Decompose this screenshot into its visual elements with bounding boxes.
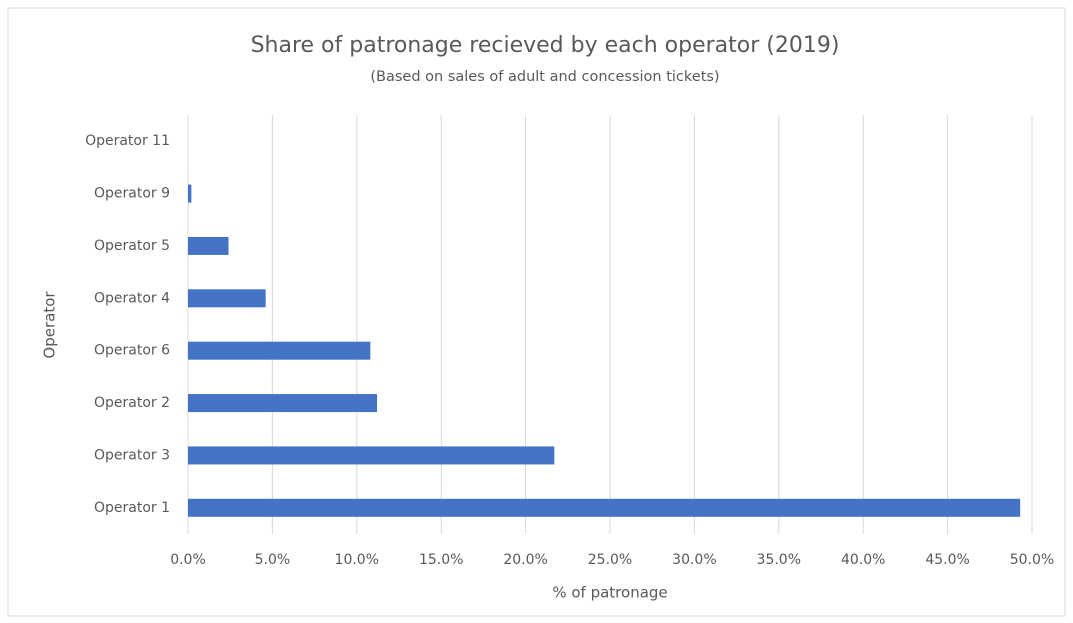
x-axis-label: % of patronage [552, 584, 667, 602]
y-tick-label: Operator 1 [94, 500, 170, 516]
x-tick-label: 0.0% [170, 552, 206, 568]
chart-subtitle: (Based on sales of adult and concession … [370, 69, 719, 85]
y-tick-label: Operator 2 [94, 395, 170, 411]
x-tick-label: 40.0% [841, 552, 885, 568]
y-tick-label: Operator 3 [94, 447, 170, 463]
bar [188, 498, 1021, 517]
x-tick-label: 20.0% [503, 552, 547, 568]
bar [188, 236, 229, 255]
y-tick-label: Operator 9 [94, 186, 170, 202]
x-tick-label: 10.0% [335, 552, 379, 568]
y-tick-label: Operator 11 [85, 133, 170, 149]
chart-title: Share of patronage recieved by each oper… [251, 33, 840, 58]
x-tick-label: 50.0% [1010, 552, 1054, 568]
bar [188, 394, 378, 413]
x-tick-label: 45.0% [925, 552, 969, 568]
x-tick-label: 5.0% [255, 552, 291, 568]
chart-border [7, 7, 1066, 617]
bar [188, 341, 371, 360]
y-axis-label: Operator [41, 291, 59, 359]
x-tick-label: 25.0% [588, 552, 632, 568]
x-tick-label: 35.0% [757, 552, 801, 568]
bar [188, 289, 266, 308]
bar [188, 446, 555, 465]
x-tick-label: 30.0% [672, 552, 716, 568]
x-tick-label: 15.0% [419, 552, 463, 568]
y-tick-label: Operator 4 [94, 290, 170, 306]
y-tick-label: Operator 6 [94, 343, 170, 359]
y-tick-label: Operator 5 [94, 238, 170, 254]
bar [188, 184, 192, 203]
